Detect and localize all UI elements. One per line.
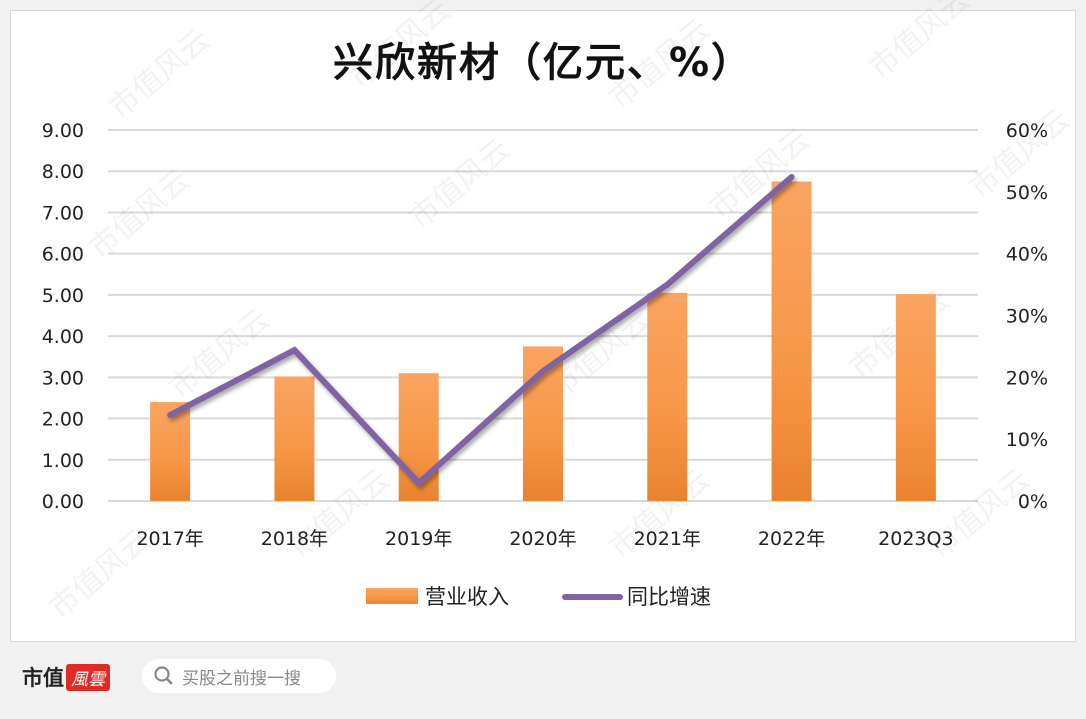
logo-badge: 風雲 [66, 663, 110, 691]
watermark: 市值风云 [83, 162, 197, 266]
left-tick-label: 2.00 [42, 409, 84, 431]
left-tick-label: 5.00 [42, 285, 84, 307]
search-icon [154, 666, 173, 685]
bar-2023Q3 [895, 294, 936, 501]
bar-2018年 [274, 376, 315, 501]
left-tick-label: 3.00 [42, 367, 84, 389]
watermark: 市值风云 [403, 132, 517, 236]
logo-text: 市值 [22, 665, 64, 690]
x-tick-label: 2018年 [261, 528, 328, 550]
x-tick-label: 2021年 [634, 528, 701, 550]
search-placeholder: 买股之前搜一搜 [182, 668, 301, 689]
legend-label-growth: 同比增速 [627, 585, 711, 609]
watermark: 市值风云 [103, 22, 217, 126]
left-tick-label: 6.00 [42, 244, 84, 266]
left-tick-label: 7.00 [42, 202, 84, 224]
chart-title: 兴欣新材（亿元、%） [332, 40, 754, 86]
watermark: 市值风云 [603, 12, 717, 116]
brand-logo[interactable]: 市值 風雲 [22, 662, 110, 692]
x-tick-label: 2017年 [136, 528, 203, 550]
watermark: 市值风云 [923, 462, 1037, 566]
growth-line [167, 173, 795, 488]
bar-2022年 [771, 181, 812, 501]
watermark: 市值风云 [343, 0, 457, 96]
legend-label-revenue: 营业收入 [425, 585, 509, 609]
x-tick-label: 2019年 [385, 528, 452, 550]
right-tick-label: 50% [1006, 182, 1048, 204]
left-tick-label: 4.00 [42, 326, 84, 348]
right-tick-label: 0% [1018, 491, 1048, 513]
left-tick-label: 0.00 [42, 491, 84, 513]
bar-2021年 [647, 292, 688, 501]
watermark: 市值风云 [863, 0, 977, 86]
right-tick-label: 60% [1006, 120, 1048, 142]
bar-2017年 [150, 402, 191, 501]
right-tick-label: 10% [1006, 429, 1048, 451]
x-tick-label: 2022年 [758, 528, 825, 550]
x-tick-label: 2023Q3 [878, 528, 953, 550]
right-tick-label: 30% [1006, 306, 1048, 328]
search-box[interactable]: 买股之前搜一搜 [142, 659, 336, 693]
left-tick-label: 1.00 [42, 450, 84, 472]
x-tick-label: 2020年 [509, 528, 576, 550]
left-tick-label: 9.00 [42, 120, 84, 142]
right-tick-label: 20% [1006, 367, 1048, 389]
right-tick-label: 40% [1006, 244, 1048, 266]
left-tick-label: 8.00 [42, 161, 84, 183]
legend-bar-swatch [366, 588, 418, 604]
